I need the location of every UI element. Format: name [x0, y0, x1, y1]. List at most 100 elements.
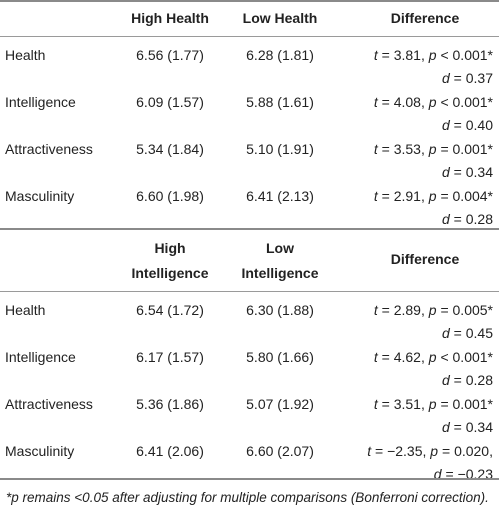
- stat-d-value: 0.28: [465, 372, 493, 388]
- stat-t-symbol: t: [373, 349, 378, 365]
- header-intelligence-word: Intelligence: [131, 265, 209, 281]
- stat-p-value: 0.001*: [452, 47, 493, 63]
- row-difference-effect: d = 0.40: [293, 114, 493, 137]
- stat-t-symbol: t: [373, 396, 378, 412]
- row-difference-effect: d = 0.45: [293, 322, 493, 345]
- header-rule-1: [0, 36, 499, 37]
- stat-p-symbol: p: [428, 188, 437, 204]
- header-difference: Difference: [390, 10, 460, 26]
- stat-t-value: 4.08: [393, 94, 421, 110]
- row-label: Health: [5, 302, 46, 318]
- row-value-1: 6.54 (1.72): [136, 302, 204, 318]
- row-label: Attractiveness: [5, 396, 93, 412]
- p-operator: <: [440, 349, 449, 365]
- footnote: *p remains <0.05 after adjusting for mul…: [6, 486, 493, 509]
- header-low-word: Low: [266, 240, 294, 256]
- row-value-1: 6.09 (1.57): [136, 94, 204, 110]
- stat-d-value: 0.40: [465, 117, 493, 133]
- header-difference-2: Difference: [390, 251, 460, 267]
- stat-t-symbol: t: [373, 94, 378, 110]
- stat-t-symbol: t: [373, 47, 378, 63]
- stat-p-symbol: p: [428, 94, 437, 110]
- row-difference-effect: d = 0.34: [293, 416, 493, 439]
- stat-d-symbol: d: [433, 466, 442, 482]
- stat-p-value: 0.001*: [452, 141, 493, 157]
- row-value-2: 5.10 (1.91): [246, 141, 314, 157]
- comma: ,: [420, 302, 425, 318]
- row-difference-effect: d = 0.28: [293, 208, 493, 231]
- p-operator: =: [441, 443, 451, 459]
- stat-t-value: 3.53: [393, 141, 421, 157]
- equals-sign: =: [453, 372, 462, 388]
- footnote-text: remains <0.05 after adjusting for multip…: [18, 490, 489, 505]
- stat-t-value: 3.51: [393, 396, 421, 412]
- table-bottom-rule: [0, 478, 499, 480]
- row-value-1: 6.41 (2.06): [136, 443, 204, 459]
- row-label: Intelligence: [5, 94, 76, 110]
- row-value-2: 5.07 (1.92): [246, 396, 314, 412]
- row-value-1: 6.17 (1.57): [136, 349, 204, 365]
- p-operator: =: [440, 302, 449, 318]
- equals-sign: =: [381, 47, 390, 63]
- stat-t-symbol: t: [367, 443, 372, 459]
- equals-sign: =: [375, 443, 384, 459]
- stat-d-value: 0.34: [465, 164, 493, 180]
- comma: ,: [422, 443, 427, 459]
- stat-d-symbol: d: [441, 211, 450, 227]
- comma: ,: [420, 94, 425, 110]
- p-operator: =: [440, 188, 449, 204]
- row-value-1: 6.56 (1.77): [136, 47, 204, 63]
- stat-p-symbol: p: [428, 349, 437, 365]
- p-operator: =: [440, 141, 449, 157]
- comma: ,: [420, 188, 425, 204]
- row-value-2: 6.60 (2.07): [246, 443, 314, 459]
- stat-t-value: 2.91: [393, 188, 421, 204]
- comma: ,: [420, 396, 425, 412]
- row-value-2: 6.30 (1.88): [246, 302, 314, 318]
- stat-t-value: −2.35: [387, 443, 423, 459]
- stat-t-symbol: t: [373, 188, 378, 204]
- section-divider: [0, 228, 499, 230]
- row-label: Intelligence: [5, 349, 76, 365]
- equals-sign: =: [453, 164, 462, 180]
- row-difference-effect: d = −0.23: [293, 463, 493, 486]
- row-value-1: 6.60 (1.98): [136, 188, 204, 204]
- comma: ,: [420, 141, 425, 157]
- row-difference-stats: t = 3.51, p = 0.001*: [293, 393, 493, 416]
- row-difference-stats: t = 3.53, p = 0.001*: [293, 138, 493, 161]
- equals-sign: =: [453, 211, 462, 227]
- row-difference-stats: t = 2.89, p = 0.005*: [293, 299, 493, 322]
- stat-d-value: 0.28: [465, 211, 493, 227]
- header-high-word: High: [154, 240, 186, 256]
- equals-sign: =: [445, 466, 454, 482]
- stat-p-value: 0.005*: [452, 302, 493, 318]
- p-operator: <: [440, 94, 449, 110]
- header-high-health: High Health: [131, 10, 209, 26]
- header-intelligence-word-2: Intelligence: [241, 265, 319, 281]
- equals-sign: =: [453, 325, 462, 341]
- equals-sign: =: [381, 302, 390, 318]
- header-low-intelligence: Low Intelligence: [225, 237, 335, 285]
- row-difference-stats: t = 4.62, p < 0.001*: [293, 346, 493, 369]
- p-operator: <: [440, 47, 449, 63]
- header-low-health: Low Health: [242, 10, 318, 26]
- row-value-2: 6.28 (1.81): [246, 47, 314, 63]
- stat-p-value: 0.001*: [452, 349, 493, 365]
- header-high-intelligence: High Intelligence: [110, 237, 230, 285]
- stat-t-value: 4.62: [393, 349, 421, 365]
- stat-p-symbol: p: [428, 47, 437, 63]
- stat-d-symbol: d: [441, 372, 450, 388]
- row-label: Masculinity: [5, 443, 75, 459]
- comma: ,: [420, 349, 425, 365]
- stat-p-symbol: p: [428, 141, 437, 157]
- stat-p-value: 0.004*: [452, 188, 493, 204]
- row-difference-effect: d = 0.28: [293, 369, 493, 392]
- equals-sign: =: [381, 349, 390, 365]
- row-difference-effect: d = 0.34: [293, 161, 493, 184]
- equals-sign: =: [381, 94, 390, 110]
- stat-d-value: 0.34: [465, 419, 493, 435]
- row-value-1: 5.36 (1.86): [136, 396, 204, 412]
- stat-p-symbol: p: [428, 396, 437, 412]
- p-operator: =: [440, 396, 449, 412]
- row-label: Masculinity: [5, 188, 75, 204]
